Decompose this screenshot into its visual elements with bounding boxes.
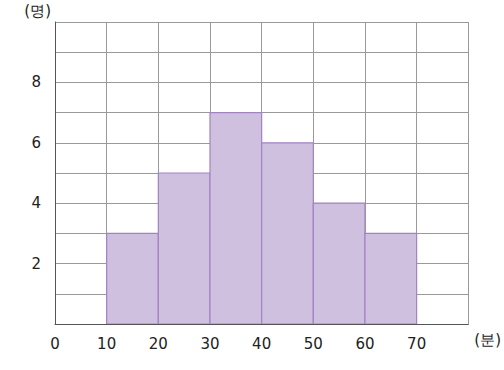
svg-text:60: 60 <box>355 335 374 353</box>
svg-text:2: 2 <box>31 255 41 273</box>
svg-text:10: 10 <box>97 335 116 353</box>
svg-text:(명): (명) <box>24 2 51 20</box>
svg-text:70: 70 <box>407 335 426 353</box>
svg-text:30: 30 <box>200 335 219 353</box>
svg-text:20: 20 <box>149 335 168 353</box>
svg-text:40: 40 <box>252 335 271 353</box>
svg-text:50: 50 <box>304 335 323 353</box>
svg-text:4: 4 <box>31 194 41 212</box>
svg-text:(분): (분) <box>474 331 501 349</box>
svg-text:0: 0 <box>50 335 60 353</box>
svg-text:8: 8 <box>31 73 41 91</box>
svg-text:6: 6 <box>31 134 41 152</box>
